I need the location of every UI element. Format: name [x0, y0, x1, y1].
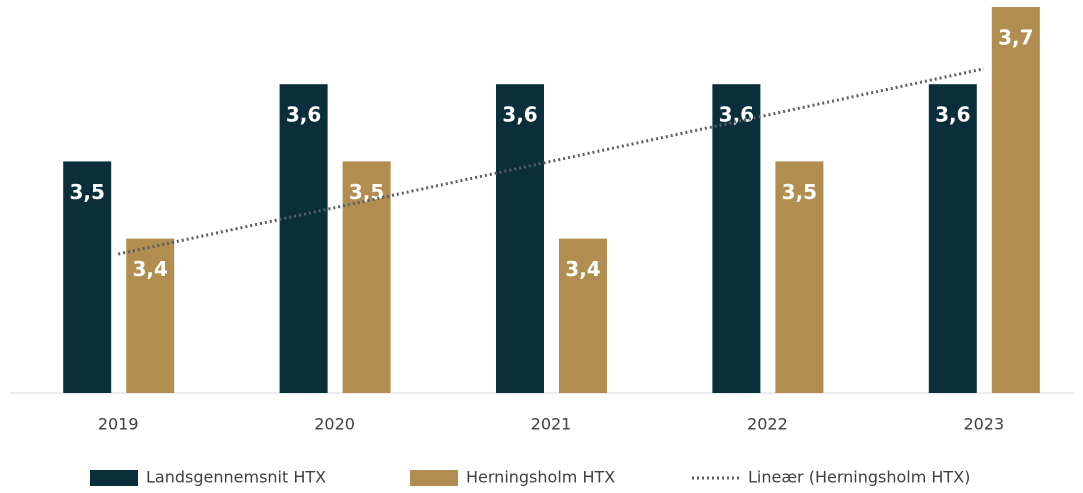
bar [279, 84, 328, 393]
value-label: 3,5 [349, 180, 384, 204]
value-label: 3,6 [935, 103, 970, 127]
value-label: 3,5 [782, 180, 817, 204]
bar [712, 84, 761, 393]
x-tick-label: 2022 [747, 415, 788, 434]
x-tick-label: 2020 [314, 415, 355, 434]
legend-label: Lineær (Herningsholm HTX) [748, 468, 970, 487]
value-label: 3,6 [502, 103, 537, 127]
value-label: 3,5 [69, 180, 104, 204]
legend-label: Herningsholm HTX [466, 468, 615, 487]
value-label: 3,4 [132, 257, 167, 281]
value-label: 3,4 [565, 257, 600, 281]
bar [928, 84, 977, 393]
bar [775, 161, 824, 393]
bar [126, 238, 175, 393]
x-tick-label: 2023 [963, 415, 1004, 434]
bar [559, 238, 607, 393]
bar [342, 161, 391, 393]
legend-swatch [410, 470, 458, 486]
bar [991, 7, 1040, 393]
legend-label: Landsgennemsnit HTX [146, 468, 326, 487]
value-label: 3,7 [998, 26, 1033, 50]
bar [63, 161, 112, 393]
trendline [117, 67, 985, 256]
x-tick-label: 2021 [531, 415, 572, 434]
value-label: 3,6 [286, 103, 321, 127]
legend-swatch [90, 470, 138, 486]
x-tick-label: 2019 [98, 415, 139, 434]
bar [496, 84, 544, 393]
